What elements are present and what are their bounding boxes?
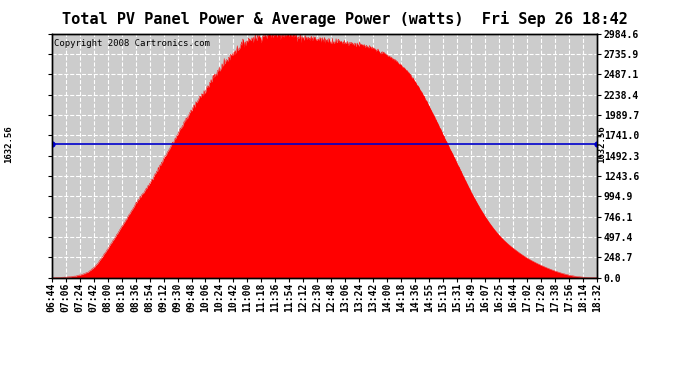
Text: Copyright 2008 Cartronics.com: Copyright 2008 Cartronics.com <box>55 39 210 48</box>
Text: Total PV Panel Power & Average Power (watts)  Fri Sep 26 18:42: Total PV Panel Power & Average Power (wa… <box>62 11 628 27</box>
Text: 1632.56: 1632.56 <box>4 125 14 163</box>
Text: 1632.56: 1632.56 <box>597 125 607 163</box>
